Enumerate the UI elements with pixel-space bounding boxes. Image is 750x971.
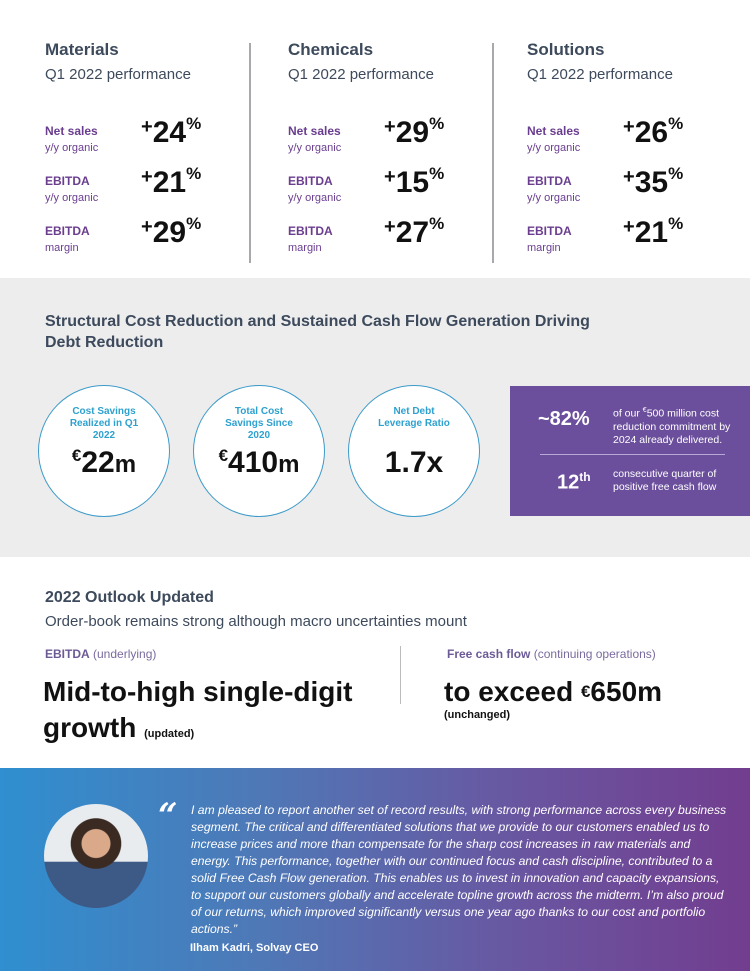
metric-label: EBITDA: [45, 224, 90, 238]
metric-label: EBITDA: [45, 174, 90, 188]
segment-chemicals: Chemicals Q1 2022 performance Net sales …: [288, 40, 488, 254]
divider: [540, 454, 725, 455]
metric: EBITDA margin +27%: [288, 214, 488, 262]
kpi-label: Cost Savings Realized in Q1 2022: [69, 406, 139, 441]
metric-label: EBITDA: [288, 174, 333, 188]
kpi-value: €410m: [218, 446, 300, 479]
metric-sublabel: y/y organic: [288, 192, 342, 204]
metric-label: Net sales: [45, 124, 98, 138]
metric-sublabel: y/y organic: [288, 142, 342, 154]
metric-value: +27%: [384, 214, 445, 249]
kpi-label: Total Cost Savings Since 2020: [225, 406, 293, 441]
segment-materials: Materials Q1 2022 performance Net sales …: [45, 40, 245, 254]
metric: EBITDA y/y organic +35%: [527, 164, 727, 212]
fcf-note: (unchanged): [444, 709, 510, 721]
metric-value: +26%: [623, 114, 684, 149]
metric-value: +29%: [141, 214, 202, 249]
metric: Net sales y/y organic +26%: [527, 114, 727, 162]
kpi-circle: Net Debt Leverage Ratio 1.7x: [348, 385, 480, 517]
segment-title: Materials: [45, 40, 119, 59]
outlook-subtitle: Order-book remains strong although macro…: [45, 613, 467, 630]
metric-value: +15%: [384, 164, 445, 199]
kpi-circle: Total Cost Savings Since 2020 €410m: [193, 385, 325, 517]
metric-label: EBITDA: [527, 174, 572, 188]
metric-value: +21%: [141, 164, 202, 199]
metric: Net sales y/y organic +29%: [288, 114, 488, 162]
metric-label: EBITDA: [288, 224, 333, 238]
fcf-label: Free cash flow (continuing operations): [447, 647, 656, 661]
commitment-text: of our €500 million cost reduction commi…: [613, 407, 731, 446]
ebitda-outlook: Mid-to-high single-digit growth (updated): [43, 676, 353, 743]
metric-sublabel: y/y organic: [45, 142, 99, 154]
metric-sublabel: y/y organic: [45, 192, 99, 204]
kpi-label: Net Debt Leverage Ratio: [378, 406, 450, 429]
quarter-stat: 12th: [557, 470, 591, 494]
ceo-photo: [44, 804, 148, 908]
quote-author: Ilham Kadri, Solvay CEO: [190, 942, 319, 954]
quote-text: I am pleased to report another set of re…: [191, 803, 727, 936]
metric-label: Net sales: [288, 124, 341, 138]
segment-title: Chemicals: [288, 40, 374, 59]
segment-title: Solutions: [527, 40, 605, 59]
divider: [249, 43, 251, 263]
metric: EBITDA margin +29%: [45, 214, 245, 262]
metric-value: +29%: [384, 114, 445, 149]
metric-label: Net sales: [527, 124, 580, 138]
outlook-title: 2022 Outlook Updated: [45, 589, 214, 606]
divider: [492, 43, 494, 263]
metric-value: +24%: [141, 114, 202, 149]
fcf-outlook: to exceed €650m: [444, 676, 663, 707]
quote-mark-icon: “: [158, 796, 178, 836]
segment-period: Q1 2022 performance: [45, 66, 191, 83]
divider: [400, 646, 401, 704]
segment-performance-section: [0, 0, 750, 278]
metric: EBITDA y/y organic +15%: [288, 164, 488, 212]
metric-sublabel: margin: [288, 242, 322, 254]
metric: EBITDA y/y organic +21%: [45, 164, 245, 212]
kpi-value: €22m: [71, 446, 137, 479]
metric-sublabel: y/y organic: [527, 192, 581, 204]
segment-period: Q1 2022 performance: [288, 66, 434, 83]
quarter-text: consecutive quarter of positive free cas…: [613, 468, 717, 493]
metric-sublabel: margin: [45, 242, 79, 254]
highlights-box: ~82% of our €500 million cost reduction …: [510, 386, 750, 516]
segment-period: Q1 2022 performance: [527, 66, 673, 83]
kpi-value: 1.7x: [384, 446, 444, 479]
ebitda-label: EBITDA (underlying): [45, 647, 157, 661]
metric-value: +21%: [623, 214, 684, 249]
metric-sublabel: y/y organic: [527, 142, 581, 154]
kpi-circle: Cost Savings Realized in Q1 2022 €22m: [38, 385, 170, 517]
metric: EBITDA margin +21%: [527, 214, 727, 262]
metric-value: +35%: [623, 164, 684, 199]
metric-sublabel: margin: [527, 242, 561, 254]
metric: Net sales y/y organic +24%: [45, 114, 245, 162]
commitment-stat: ~82%: [538, 408, 590, 430]
metric-label: EBITDA: [527, 224, 572, 238]
ceo-quote-section: “ I am pleased to report another set of …: [0, 768, 750, 971]
segment-solutions: Solutions Q1 2022 performance Net sales …: [527, 40, 727, 254]
section-title: Structural Cost Reduction and Sustained …: [45, 313, 590, 351]
